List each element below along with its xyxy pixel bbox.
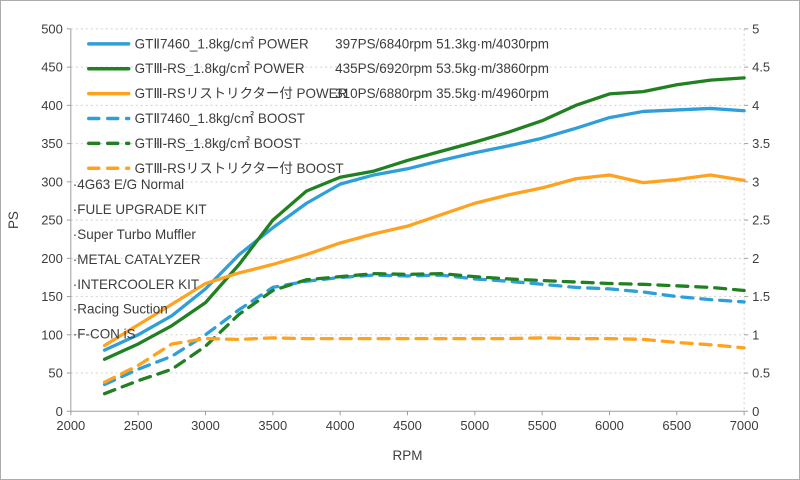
legend-stats-0: 397PS/6840rpm 51.3kg·m/4030rpm [335, 36, 549, 51]
x-tick-label: 3500 [258, 418, 287, 433]
legend-label-2: GTⅢ-RSリストリクター付 POWER [135, 86, 348, 101]
y-right-tick-label: 4.5 [752, 60, 770, 75]
x-tick-label: 5000 [460, 418, 489, 433]
x-tick-label: 2500 [124, 418, 153, 433]
x-tick-label: 5500 [528, 418, 557, 433]
annotation-5: ·Racing Suction [73, 302, 168, 317]
y-right-tick-label: 2.5 [752, 213, 770, 228]
legend-stats-1: 435PS/6920rpm 53.5kg·m/3860rpm [335, 61, 549, 76]
series-line-4 [102, 272, 746, 396]
y-left-tick-label: 200 [41, 251, 63, 266]
y-right-tick-label: 4 [752, 98, 759, 113]
legend-label-3: GTⅡ7460_1.8kg/c㎡ BOOST [135, 111, 305, 126]
legend-label-5: GTⅢ-RSリストリクター付 BOOST [135, 161, 344, 176]
legend-label-4: GTⅢ-RS_1.8kg/c㎡ BOOST [135, 136, 301, 151]
annotation-2: ·Super Turbo Muffler [73, 227, 197, 242]
y-left-tick-label: 50 [48, 366, 62, 381]
y-left-tick-label: 150 [41, 289, 63, 304]
series-line-1 [102, 76, 746, 361]
y-right-tick-label: 5 [752, 21, 759, 36]
series-line-2 [102, 173, 746, 348]
y-left-tick-label: 400 [41, 98, 63, 113]
y-left-tick-label: 500 [41, 21, 63, 36]
y-right-tick-label: 3.5 [752, 136, 770, 151]
y-left-tick-label: 350 [41, 136, 63, 151]
annotation-0: ·4G63 E/G Normal [73, 177, 184, 192]
series-line-5 [102, 336, 746, 384]
x-tick-label: 6500 [662, 418, 691, 433]
annotation-6: ·F-CON iS [73, 327, 136, 342]
x-tick-label: 2000 [56, 418, 85, 433]
x-tick-label: 4500 [393, 418, 422, 433]
y-right-tick-label: 0 [752, 404, 759, 419]
annotation-1: ·FULE UPGRADE KIT [73, 202, 207, 217]
y-right-tick-label: 2 [752, 251, 759, 266]
legend-label-1: GTⅢ-RS_1.8kg/c㎡ POWER [135, 61, 305, 76]
legend-label-0: GTⅡ7460_1.8kg/c㎡ POWER [135, 36, 309, 51]
y-right-tick-label: 1.5 [752, 289, 770, 304]
y-left-tick-label: 0 [56, 404, 63, 419]
x-tick-label: 3000 [191, 418, 220, 433]
y-left-tick-label: 300 [41, 174, 63, 189]
y-left-tick-label: 100 [41, 327, 63, 342]
y-axis-title: PS [6, 211, 21, 229]
x-tick-label: 4000 [326, 418, 355, 433]
x-tick-label: 7000 [730, 418, 759, 433]
legend-stats-2: 310PS/6880rpm 35.5kg·m/4960rpm [335, 86, 549, 101]
y-right-tick-label: 0.5 [752, 366, 770, 381]
y-right-tick-label: 3 [752, 174, 759, 189]
x-tick-label: 6000 [595, 418, 624, 433]
y-left-tick-label: 450 [41, 60, 63, 75]
annotation-4: ·INTERCOOLER KIT [73, 277, 199, 292]
series-line-3 [102, 273, 746, 387]
annotation-3: ·METAL CATALYZER [73, 252, 201, 267]
y-right-tick-label: 1 [752, 327, 759, 342]
y-left-tick-label: 250 [41, 213, 63, 228]
x-axis-title: RPM [393, 448, 423, 463]
